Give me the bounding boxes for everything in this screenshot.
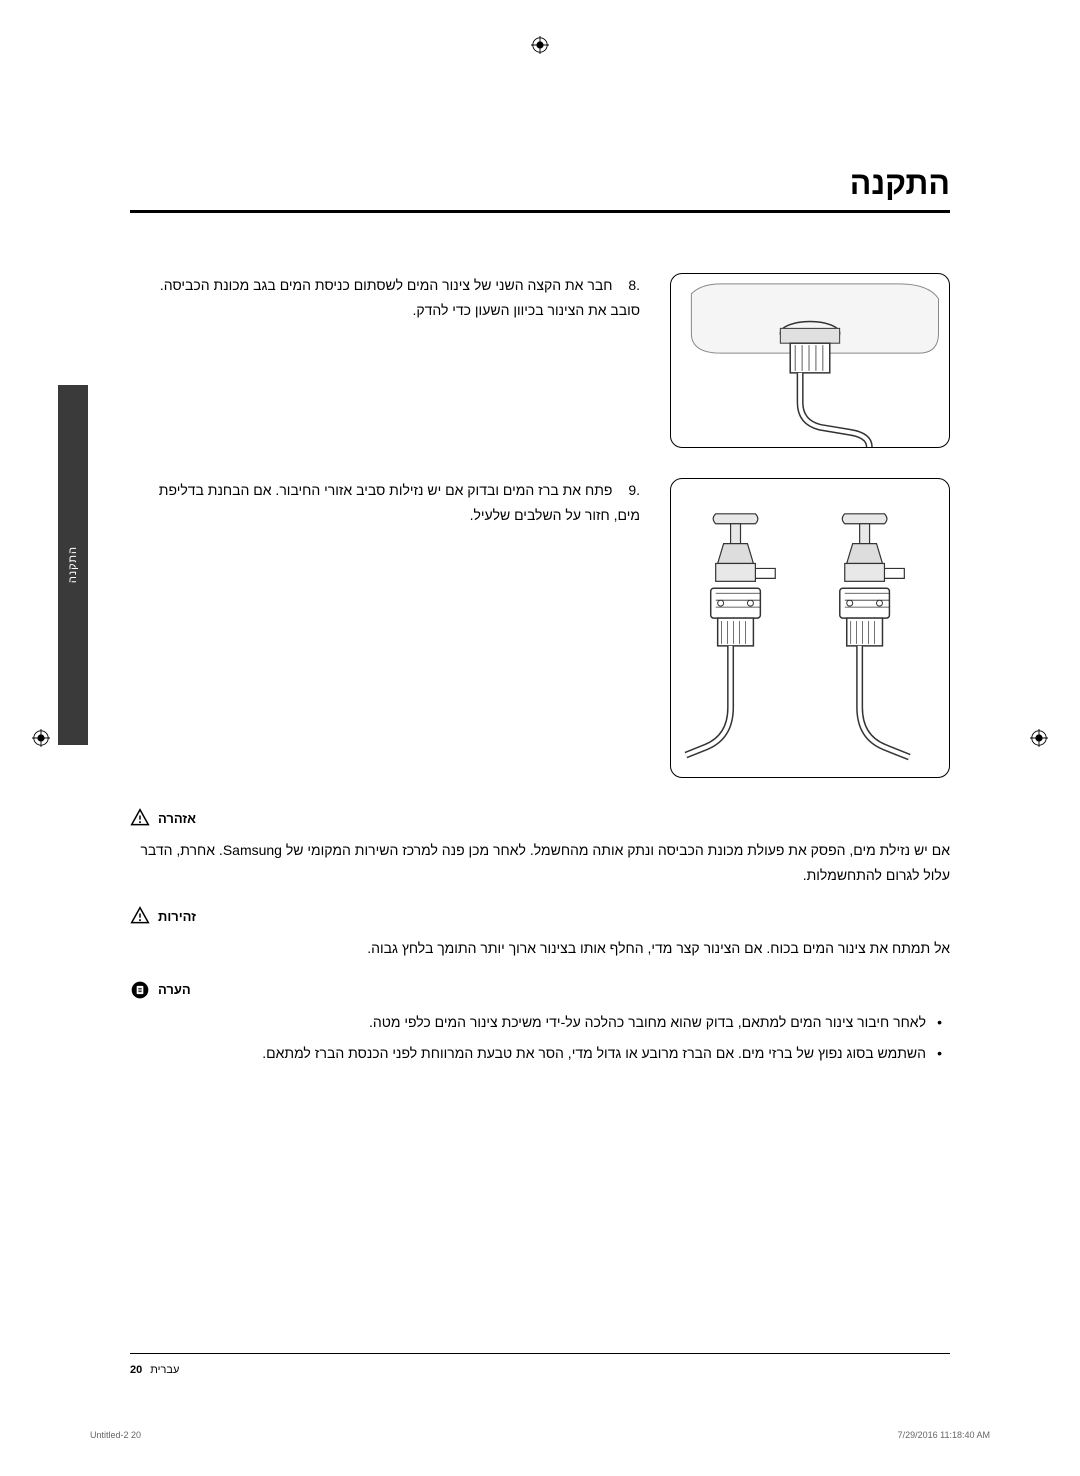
side-tab: התקנה [58, 385, 88, 745]
print-timestamp: 7/29/2016 11:18:40 AM [898, 1430, 990, 1440]
figure-step-9 [670, 478, 950, 778]
registration-mark-left [32, 729, 50, 747]
step-8-body: חבר את הקצה השני של צינור המים לשסתום כנ… [160, 277, 640, 318]
note-bullets: לאחר חיבור צינור המים למתאם, בדוק שהוא מ… [130, 1010, 950, 1066]
footer-page-number: 20 [130, 1364, 142, 1376]
print-file: Untitled-2 20 [90, 1430, 141, 1440]
note-header: הערה [130, 980, 950, 1000]
main-content: התקנה .8 חבר את הקצה השני של צינור המים … [130, 165, 950, 1072]
caution-text: אל תמתח את צינור המים בכוח. אם הצינור קצ… [130, 936, 950, 961]
note-icon [130, 980, 150, 1000]
warning-section: אזהרה אם יש נזילת מים, הפסק את פעולת מכו… [130, 808, 950, 1066]
registration-mark-right [1030, 729, 1048, 747]
warning-label: אזהרה [158, 811, 196, 826]
step-9-number: .9 [628, 478, 640, 503]
step-9-section: .9 פתח את ברז המים ובדוק אם יש נזילות סב… [130, 478, 950, 778]
figure-step-8 [670, 273, 950, 448]
step-8-number: .8 [628, 273, 640, 298]
note-bullet-1: לאחר חיבור צינור המים למתאם, בדוק שהוא מ… [130, 1010, 950, 1035]
step-8-text: .8 חבר את הקצה השני של צינור המים לשסתום… [130, 273, 640, 448]
footer-lang: עברית [150, 1364, 179, 1376]
side-tab-label: התקנה [67, 546, 79, 583]
caution-header: זהירות [130, 906, 950, 926]
caution-icon [130, 906, 150, 926]
registration-mark-top [531, 36, 549, 54]
print-info: Untitled-2 20 7/29/2016 11:18:40 AM [90, 1430, 990, 1440]
step-9-body: פתח את ברז המים ובדוק אם יש נזילות סביב … [159, 482, 640, 523]
note-bullet-2: השתמש בסוג נפוץ של ברזי מים. אם הברז מרו… [130, 1041, 950, 1066]
warning-text: אם יש נזילת מים, הפסק את פעולת מכונת הכב… [130, 838, 950, 888]
note-label: הערה [158, 982, 191, 997]
page-title: התקנה [130, 165, 950, 213]
caution-label: זהירות [158, 909, 196, 924]
step-8-section: .8 חבר את הקצה השני של צינור המים לשסתום… [130, 273, 950, 448]
warning-header: אזהרה [130, 808, 950, 828]
page-footer: עברית 20 [130, 1353, 950, 1376]
step-9-text: .9 פתח את ברז המים ובדוק אם יש נזילות סב… [130, 478, 640, 778]
warning-icon [130, 808, 150, 828]
